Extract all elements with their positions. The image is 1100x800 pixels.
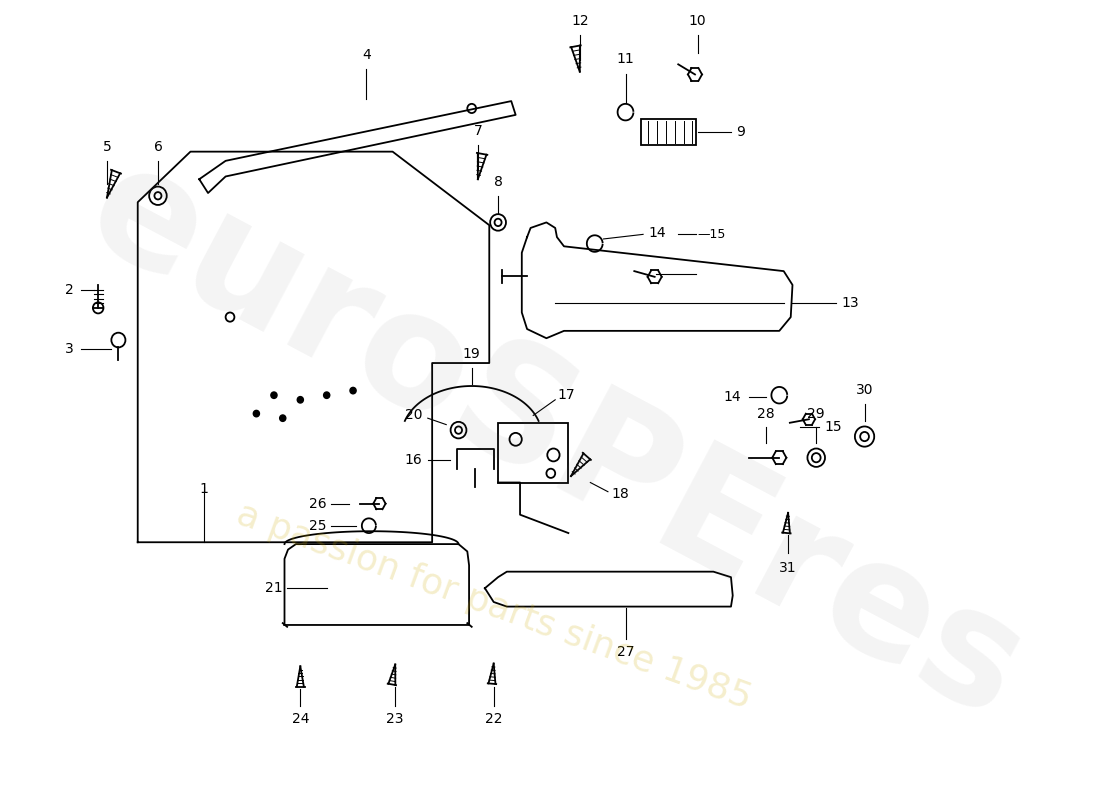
Text: 27: 27: [617, 645, 635, 659]
Circle shape: [279, 415, 286, 422]
Text: 8: 8: [494, 175, 503, 190]
Text: 17: 17: [558, 388, 575, 402]
Text: 11: 11: [617, 52, 635, 66]
Text: a passion for parts since 1985: a passion for parts since 1985: [232, 498, 756, 716]
Circle shape: [323, 392, 330, 398]
Circle shape: [271, 392, 277, 398]
Text: 10: 10: [689, 14, 706, 27]
Text: 28: 28: [757, 407, 774, 421]
Text: 29: 29: [807, 407, 825, 421]
Text: 26: 26: [309, 497, 327, 510]
Circle shape: [297, 397, 304, 403]
Text: 9: 9: [736, 126, 745, 139]
Text: —15: —15: [697, 228, 726, 241]
Text: 3: 3: [65, 342, 74, 356]
Text: 6: 6: [154, 141, 163, 154]
Text: 20: 20: [405, 409, 422, 422]
Text: 15: 15: [824, 420, 842, 434]
Text: 7: 7: [473, 124, 482, 138]
Text: 31: 31: [779, 561, 796, 574]
Text: euroSPEres: euroSPEres: [63, 130, 1048, 752]
Text: 4: 4: [362, 49, 371, 62]
Text: 16: 16: [405, 453, 422, 466]
Text: 12: 12: [571, 14, 588, 27]
Text: 14: 14: [724, 390, 741, 404]
Text: 14: 14: [648, 226, 666, 239]
Text: 5: 5: [102, 141, 111, 154]
Text: 19: 19: [463, 347, 481, 361]
Text: 30: 30: [856, 383, 873, 397]
Circle shape: [253, 410, 260, 417]
Bar: [498, 422, 569, 482]
Text: 25: 25: [309, 518, 327, 533]
Text: 13: 13: [842, 296, 859, 310]
Text: 22: 22: [485, 712, 503, 726]
Text: 21: 21: [265, 582, 283, 595]
Text: 23: 23: [386, 712, 404, 726]
Text: 18: 18: [612, 486, 629, 501]
Bar: [641, 119, 696, 146]
Text: 1: 1: [199, 482, 208, 496]
Text: 24: 24: [292, 712, 309, 726]
Text: 2: 2: [65, 282, 74, 297]
Circle shape: [350, 387, 356, 394]
